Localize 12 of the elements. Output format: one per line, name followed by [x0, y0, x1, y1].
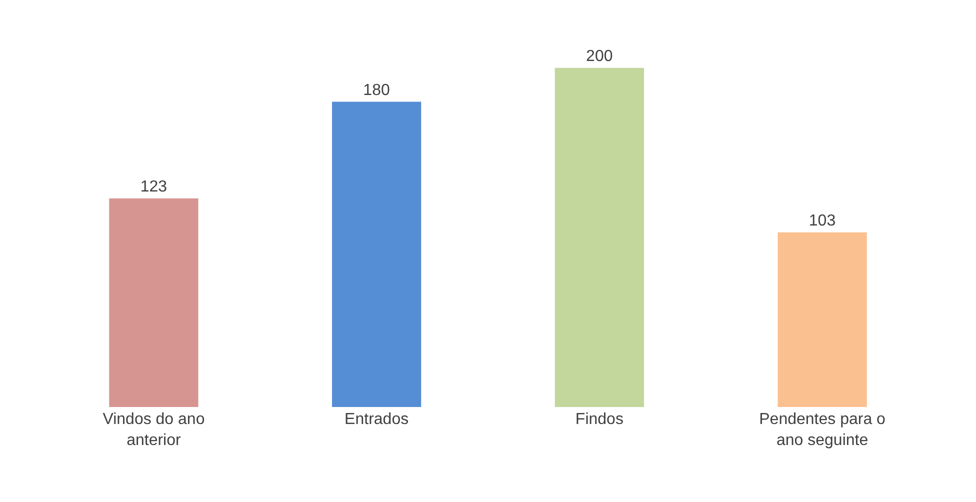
bar — [554, 68, 644, 407]
data-label: 200 — [586, 48, 613, 65]
data-label: 123 — [140, 178, 168, 196]
data-label: 180 — [363, 82, 390, 99]
data-label: 103 — [808, 212, 836, 230]
x-tick-label: Findos — [575, 411, 624, 428]
bar — [109, 198, 198, 407]
bar — [332, 102, 422, 407]
x-tick-label: Entrados — [344, 411, 409, 428]
x-tick-label: Vindos do ano anterior — [102, 411, 205, 449]
bar — [778, 232, 867, 407]
x-tick-label: Pendentes para o ano seguinte — [759, 411, 886, 449]
